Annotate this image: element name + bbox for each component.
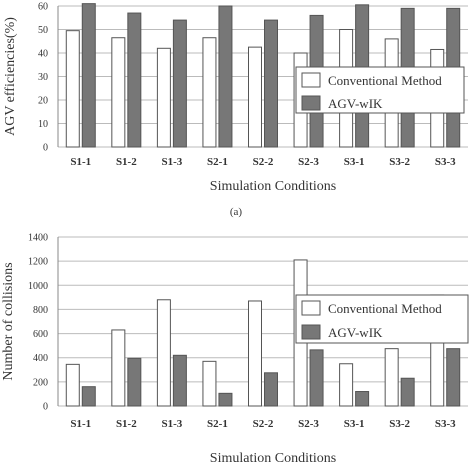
- efficiency-chart: 0 10 20 30 40 50 60 S1-1 S1-2 S1-3 S2-1 S2-2 S2-3 S3-…: [3, 2, 468, 194]
- category-label: S2-2: [253, 418, 274, 430]
- bar-agv-wik: [172, 19, 187, 148]
- chart-a-caption: (a): [230, 206, 243, 218]
- legend-label: Conventional Method: [328, 301, 442, 316]
- legend-swatch: [301, 95, 321, 111]
- category-label: S3-3: [435, 156, 456, 168]
- category-label: S2-2: [253, 156, 274, 168]
- y-tick-label: 200: [33, 377, 48, 388]
- bar-agv-wik: [264, 19, 278, 148]
- bar-conventional: [111, 329, 126, 407]
- category-label: S3-2: [389, 156, 410, 168]
- category-label: S1-2: [116, 156, 137, 168]
- y-axis-title: Number of collisions: [1, 262, 16, 380]
- category-label: S1-3: [161, 156, 182, 168]
- legend-swatch: [301, 72, 321, 88]
- y-axis-title: AGV efficiencies(%): [3, 17, 18, 136]
- y-tick-label: 1000: [28, 281, 48, 292]
- y-tick-label: 10: [38, 119, 48, 130]
- legend-box: [295, 66, 465, 114]
- category-label: S2-1: [207, 156, 228, 168]
- bar-agv-wik: [309, 349, 324, 407]
- collisions-chart: 0 200 400 600 800 1000 1200 1400 S1-1 S1-2 S1-3 S2-…: [1, 233, 469, 466]
- bar-conventional: [156, 47, 171, 148]
- bar-agv-wik: [81, 3, 96, 148]
- category-label: S3-2: [389, 418, 410, 430]
- category-label: S2-3: [298, 418, 319, 430]
- legend-label: Conventional Method: [328, 73, 442, 88]
- bar-agv-wik: [127, 12, 142, 148]
- y-tick-label: 800: [33, 305, 48, 316]
- bar-agv-wik: [127, 357, 142, 407]
- bar-agv-wik: [400, 377, 415, 407]
- y-tick-label: 50: [38, 25, 48, 36]
- bar-conventional: [248, 300, 262, 407]
- bar-conventional: [248, 46, 262, 148]
- legend-swatch: [301, 300, 321, 316]
- y-tick-label: 0: [43, 402, 48, 413]
- bar-conventional: [202, 37, 217, 148]
- bar-conventional: [65, 363, 80, 407]
- category-label: S1-1: [70, 418, 91, 430]
- bar-agv-wik: [218, 5, 233, 148]
- legend-label: AGV-wIK: [328, 96, 383, 111]
- legend-box: [295, 294, 469, 344]
- bar-conventional: [65, 30, 80, 148]
- y-tick-label: 0: [43, 143, 48, 154]
- y-tick-label: 400: [33, 353, 48, 364]
- bar-agv-wik: [218, 392, 233, 407]
- x-axis-title: Simulation Conditions: [210, 179, 336, 194]
- y-tick-label: 1200: [28, 257, 48, 268]
- legend-label: AGV-wIK: [328, 325, 383, 340]
- y-tick-label: 600: [33, 329, 48, 340]
- category-label: S2-3: [298, 156, 319, 168]
- category-label: S3-1: [344, 418, 365, 430]
- bar-agv-wik: [172, 354, 187, 407]
- bar-conventional: [202, 360, 217, 407]
- bar-conventional: [156, 299, 171, 407]
- y-tick-label: 20: [38, 96, 48, 107]
- bar-conventional: [111, 37, 126, 148]
- category-label: S2-1: [207, 418, 228, 430]
- y-tick-label: 30: [38, 72, 48, 83]
- bar-agv-wik: [446, 348, 461, 407]
- bar-agv-wik: [81, 386, 96, 407]
- x-axis-title: Simulation Conditions: [210, 451, 336, 466]
- bar-conventional: [339, 363, 354, 407]
- y-tick-label: 40: [38, 49, 48, 60]
- bar-agv-wik: [355, 391, 370, 407]
- category-label: S1-1: [70, 156, 91, 168]
- category-label: S3-3: [435, 418, 456, 430]
- y-tick-label: 1400: [28, 233, 48, 244]
- bar-agv-wik: [264, 372, 278, 407]
- bar-conventional: [384, 348, 399, 407]
- category-label: S1-2: [116, 418, 137, 430]
- legend-swatch: [301, 324, 321, 340]
- y-tick-label: 60: [38, 2, 48, 13]
- category-label: S3-1: [344, 156, 365, 168]
- category-label: S1-3: [161, 418, 182, 430]
